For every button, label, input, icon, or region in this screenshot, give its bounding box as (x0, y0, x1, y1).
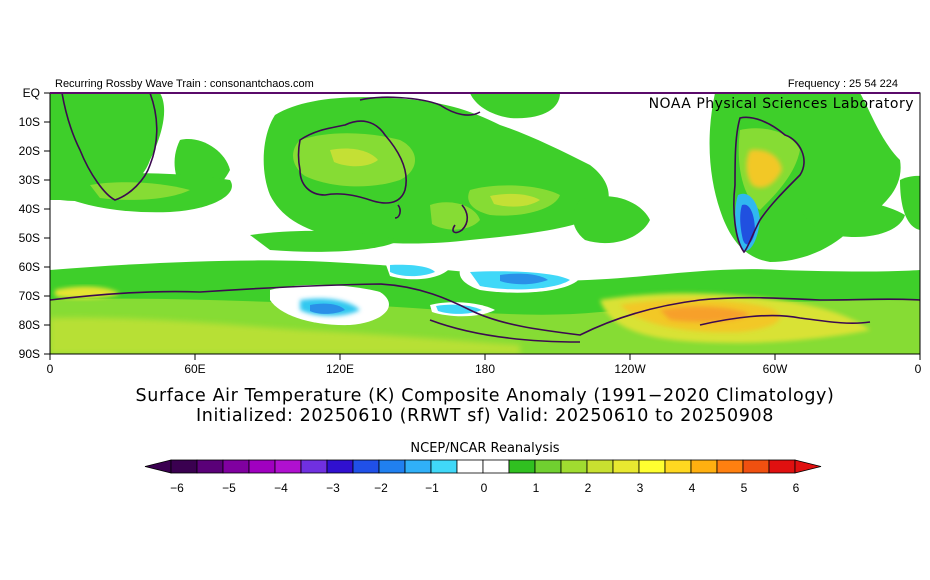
agency-label: NOAA Physical Sciences Laboratory (648, 96, 914, 112)
lon-label: 60E (184, 362, 205, 376)
lon-label: 60W (763, 362, 788, 376)
chart-subtitle: Initialized: 20250610 (RRWT sf) Valid: 2… (196, 406, 774, 426)
colorbar-swatch (404, 459, 432, 474)
lat-label: 50S (19, 231, 40, 245)
colorbar-tick-label: 1 (533, 481, 540, 495)
chart-title: Surface Air Temperature (K) Composite An… (135, 386, 835, 406)
colorbar-swatch (612, 459, 640, 474)
colorbar-arrow-high (794, 459, 822, 474)
colorbar-swatch (560, 459, 588, 474)
colorbar-tick-label: 2 (585, 481, 592, 495)
colorbar-swatch (690, 459, 718, 474)
colorbar-tick-label: −5 (222, 481, 236, 495)
colorbar-tick-label: −2 (374, 481, 388, 495)
lat-label: 30S (19, 173, 40, 187)
lat-label: 60S (19, 260, 40, 274)
lat-label: 70S (19, 289, 40, 303)
colorbar-swatch (274, 459, 302, 474)
colorbar-tick-label: −4 (274, 481, 288, 495)
lat-label: 10S (19, 115, 40, 129)
colorbar-swatch (482, 459, 510, 474)
colorbar-swatch (378, 459, 406, 474)
colorbar-swatch (456, 459, 484, 474)
lon-label: 0 (915, 362, 922, 376)
colorbar-swatch (248, 459, 276, 474)
lon-label: 120W (614, 362, 646, 376)
colorbar-swatch (638, 459, 666, 474)
colorbar-swatch (508, 459, 536, 474)
colorbar-swatch (300, 459, 328, 474)
coastlines (50, 93, 920, 343)
source-attribution: Recurring Rossby Wave Train : consonantc… (55, 78, 314, 90)
colorbar-tick-label: 6 (793, 481, 800, 495)
colorbar-swatch (664, 459, 692, 474)
colorbar-swatch (170, 459, 198, 474)
lat-label: 90S (19, 347, 40, 361)
colorbar-swatch (196, 459, 224, 474)
lat-label: 20S (19, 144, 40, 158)
lon-label: 120E (326, 362, 354, 376)
lat-label: 80S (19, 318, 40, 332)
colorbar-tick-label: 3 (637, 481, 644, 495)
lat-label: EQ (23, 86, 40, 100)
colorbar-swatch (352, 459, 380, 474)
temperature-field (50, 93, 920, 354)
colorbar-arrow-low (144, 459, 172, 474)
colorbar-ticks: −6 −5 −4 −3 −2 −1 0 1 2 3 4 5 6 (170, 481, 800, 495)
colorbar-swatch (222, 459, 250, 474)
frequency-label: Frequency : 25 54 224 (787, 78, 898, 90)
colorbar-swatch (326, 459, 354, 474)
colorbar-tick-label: −3 (326, 481, 340, 495)
colorbar-title: NCEP/NCAR Reanalysis (410, 441, 560, 456)
colorbar-swatch (742, 459, 770, 474)
colorbar-swatch (586, 459, 614, 474)
longitude-axis: 0 60E 120E 180 120W 60W 0 (47, 354, 922, 376)
colorbar-tick-label: 5 (741, 481, 748, 495)
colorbar-tick-label: −1 (425, 481, 439, 495)
lat-label: 40S (19, 202, 40, 216)
latitude-axis: EQ 10S 20S 30S 40S 50S 60S 70S 80S 90S (19, 86, 50, 361)
lon-label: 180 (475, 362, 495, 376)
lon-label: 0 (47, 362, 54, 376)
colorbar-swatch (768, 459, 796, 474)
colorbar-swatch (716, 459, 744, 474)
colorbar-tick-label: −6 (170, 481, 184, 495)
colorbar-tick-label: 0 (481, 481, 488, 495)
colorbar-swatch (534, 459, 562, 474)
colorbar (144, 459, 822, 474)
colorbar-swatch (430, 459, 458, 474)
colorbar-tick-label: 4 (689, 481, 696, 495)
